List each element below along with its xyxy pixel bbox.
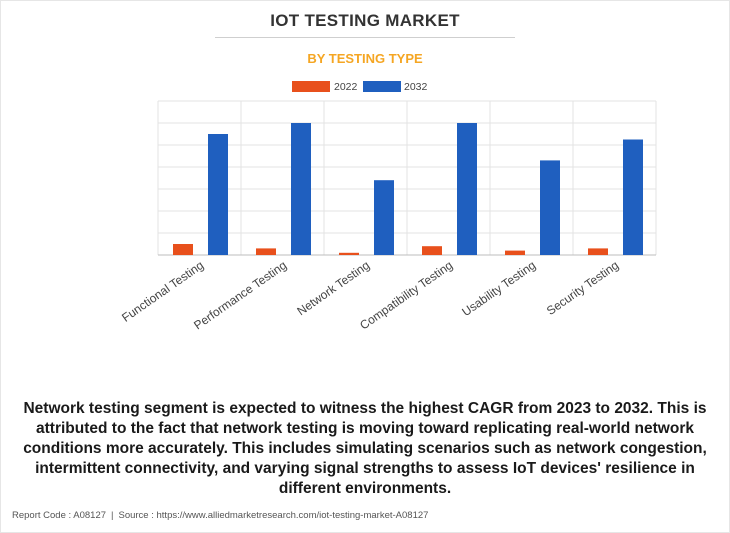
- bar-2022-4: [505, 250, 525, 255]
- bar-2022-5: [588, 248, 608, 255]
- report-code: Report Code : A08127: [12, 510, 107, 521]
- x-tick-label: Security Testing: [544, 258, 621, 318]
- source-link[interactable]: Source : https://www.alliedmarketresearc…: [118, 510, 429, 521]
- chart-description: Network testing segment is expected to w…: [23, 400, 707, 497]
- legend-swatch-2032: [363, 81, 401, 92]
- title-divider: [215, 37, 515, 38]
- bar-2032-1: [291, 123, 311, 255]
- x-tick-label: Functional Testing: [119, 258, 206, 325]
- chart-grid: [157, 100, 657, 256]
- bar-2032-0: [208, 134, 228, 255]
- chart-subtitle: BY TESTING TYPE: [307, 51, 423, 66]
- bar-2022-2: [339, 252, 359, 255]
- legend-swatch-2022: [292, 81, 330, 92]
- bar-2032-2: [374, 180, 394, 255]
- bar-2032-4: [540, 160, 560, 255]
- bar-2022-3: [422, 246, 442, 255]
- x-tick-label: Usability Testing: [459, 258, 538, 319]
- x-tick-label: Network Testing: [294, 258, 372, 318]
- chart-bars: [173, 123, 643, 255]
- legend-label-2022: 2022: [334, 81, 358, 93]
- bar-2032-3: [457, 123, 477, 255]
- bar-2022-0: [173, 244, 193, 255]
- legend-label-2032: 2032: [404, 81, 428, 93]
- footer: Report Code : A08127 | Source : https://ww…: [12, 510, 428, 521]
- bar-2022-1: [256, 248, 276, 255]
- footer-separator: |: [111, 510, 114, 521]
- chart-title: IOT TESTING MARKET: [270, 11, 460, 30]
- chart-legend: 2022 2032: [292, 81, 428, 93]
- bar-2032-5: [623, 139, 643, 255]
